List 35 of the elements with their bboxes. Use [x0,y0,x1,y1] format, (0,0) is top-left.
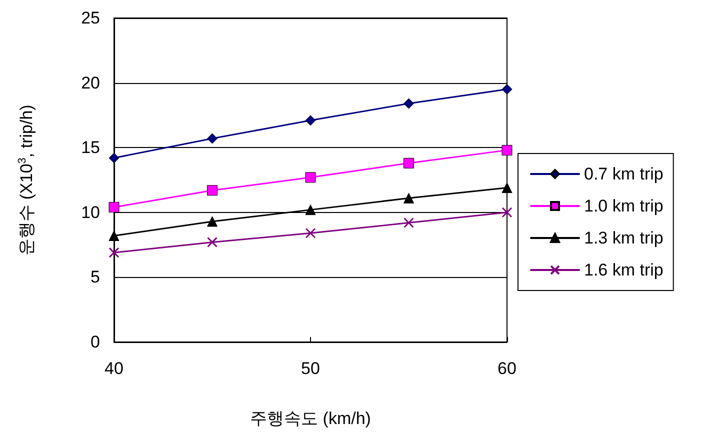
point [502,207,512,218]
point [108,230,120,241]
point [108,247,120,258]
point [404,192,414,204]
point [207,133,218,144]
x-axis-title: 주행속도 (km/h) [250,409,371,428]
point [502,144,512,156]
y-tick-label: 20 [81,73,100,92]
point [207,216,218,227]
point [404,98,414,109]
point [207,236,218,248]
point [305,115,316,126]
point [404,218,414,228]
legend-label: 1.6 km trip [584,260,664,280]
y-tick-label: 25 [81,8,100,28]
y-axis-title: 운행수 (X103, trip/h) [16,104,36,256]
legend-label: 1.0 km trip [584,196,664,216]
point [502,182,512,194]
y-tick-label: 0 [90,332,100,352]
point [502,84,512,95]
point [305,228,316,238]
y-tick-label: 5 [90,268,100,287]
legend-label: 1.3 km trip [584,228,664,248]
y-tick-label: 15 [81,138,100,158]
legend-label: 0.7 km trip [584,164,664,184]
x-tick-label: 40 [104,359,124,378]
point [207,185,218,196]
x-tick-label: 60 [498,359,516,378]
point [108,152,120,164]
point [305,204,316,216]
point [108,202,120,212]
point [404,158,414,168]
y-tick-label: 10 [81,202,100,222]
x-tick-label: 50 [301,359,320,378]
point [305,172,316,183]
